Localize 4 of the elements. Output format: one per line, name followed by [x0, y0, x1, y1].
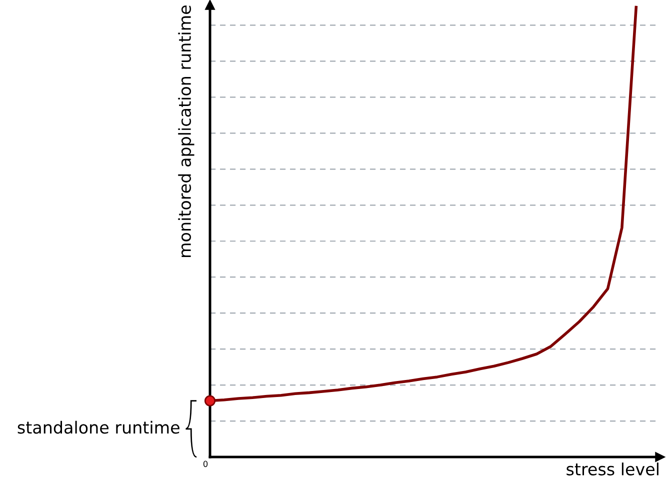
y-axis-title: monitored application runtime [178, 6, 194, 257]
text: standalone runtime [18, 420, 180, 434]
text: 0 [203, 460, 208, 468]
x-axis-title: stress level [566, 462, 658, 476]
